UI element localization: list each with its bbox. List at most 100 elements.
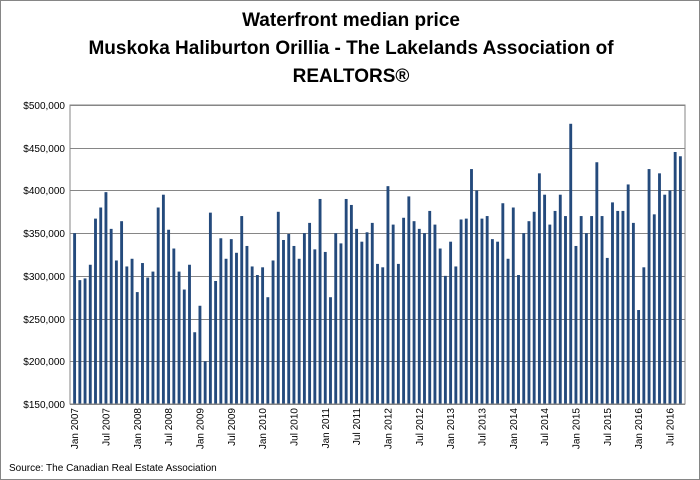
bar	[569, 123, 573, 404]
bar	[532, 211, 536, 404]
bar	[537, 173, 541, 404]
bar	[370, 222, 374, 404]
bar	[475, 190, 479, 404]
y-tick-label: $250,000	[23, 315, 65, 326]
bar	[459, 219, 463, 404]
bar	[584, 233, 588, 404]
x-tick-label: Jan 2015	[571, 408, 582, 450]
bar	[449, 241, 453, 404]
bar	[177, 271, 181, 404]
x-tick-label: Jul 2013	[477, 408, 488, 446]
bar	[151, 271, 155, 404]
bar	[360, 241, 364, 404]
x-tick-label: Jan 2008	[133, 408, 144, 450]
x-tick-label: Jul 2016	[665, 408, 676, 446]
bar	[198, 305, 202, 404]
x-tick-label: Jul 2011	[352, 408, 363, 446]
bar	[511, 207, 515, 404]
bar	[485, 216, 489, 404]
bar	[396, 263, 400, 404]
bar	[188, 264, 191, 404]
bar	[203, 361, 207, 404]
bar	[214, 280, 218, 404]
bar	[579, 216, 583, 404]
bar	[558, 194, 562, 404]
x-tick-label: Jan 2016	[634, 408, 645, 450]
bar	[308, 222, 312, 404]
x-tick-label: Jul 2015	[603, 408, 614, 446]
bar	[637, 310, 641, 404]
bar	[146, 277, 150, 404]
bar	[287, 234, 291, 404]
x-tick-label: Jan 2007	[70, 408, 81, 450]
bar	[600, 216, 604, 404]
bar	[433, 224, 437, 404]
bar	[88, 264, 92, 404]
bar	[120, 221, 124, 404]
bar	[245, 245, 249, 404]
bar	[292, 245, 296, 404]
bar	[517, 275, 520, 404]
bar	[167, 229, 171, 404]
bar	[522, 233, 526, 404]
bar	[219, 238, 223, 404]
bar	[266, 297, 270, 404]
y-tick-label: $500,000	[23, 101, 65, 112]
bar	[125, 266, 129, 404]
bar	[302, 233, 306, 404]
bar	[668, 190, 672, 404]
bar	[297, 258, 301, 404]
bar	[240, 216, 244, 404]
bar	[376, 263, 379, 404]
bar	[365, 232, 369, 404]
bar	[543, 194, 547, 404]
bar	[402, 217, 406, 404]
x-tick-label: Jul 2014	[540, 408, 551, 446]
bar	[605, 257, 609, 404]
bar	[470, 169, 473, 404]
x-tick-label: Jan 2009	[195, 408, 206, 450]
bar	[323, 251, 327, 404]
bar	[564, 216, 567, 404]
bar	[141, 263, 144, 404]
bar	[130, 258, 134, 404]
bar	[83, 278, 87, 404]
bar	[464, 218, 468, 404]
bar	[109, 228, 113, 404]
bar	[412, 221, 416, 404]
bar	[229, 239, 233, 404]
chart-title-line-2: Muskoka Haliburton Orillia - The Lakelan…	[88, 38, 614, 59]
bar	[423, 233, 426, 404]
bars	[73, 123, 682, 404]
x-tick-label: Jul 2010	[289, 408, 300, 446]
bar	[104, 192, 108, 404]
bar	[282, 239, 285, 404]
bar	[663, 194, 667, 404]
bar	[616, 210, 620, 404]
bar	[135, 292, 139, 404]
bar	[428, 210, 432, 404]
bar	[652, 214, 656, 404]
bar	[553, 210, 557, 404]
x-tick-label: Jan 2011	[321, 408, 332, 449]
bar	[334, 233, 338, 404]
bar	[182, 289, 186, 404]
bar	[417, 228, 421, 404]
bar	[161, 194, 165, 404]
chart-title-line-1: Waterfront median price	[242, 10, 460, 31]
bar	[443, 275, 447, 404]
bar	[349, 204, 353, 404]
y-tick-label: $300,000	[23, 272, 65, 283]
bar	[318, 198, 322, 404]
bar	[595, 162, 599, 404]
x-tick-label: Jul 2009	[227, 408, 238, 446]
source-note: Source: The Canadian Real Estate Associa…	[9, 463, 217, 474]
x-tick-label: Jan 2012	[383, 408, 394, 450]
x-tick-label: Jan 2010	[258, 408, 269, 450]
bar	[454, 266, 458, 404]
x-tick-label: Jul 2012	[415, 408, 426, 446]
bar	[208, 212, 212, 404]
bar	[642, 267, 646, 404]
y-tick-label: $200,000	[23, 357, 65, 368]
bar	[271, 260, 275, 404]
